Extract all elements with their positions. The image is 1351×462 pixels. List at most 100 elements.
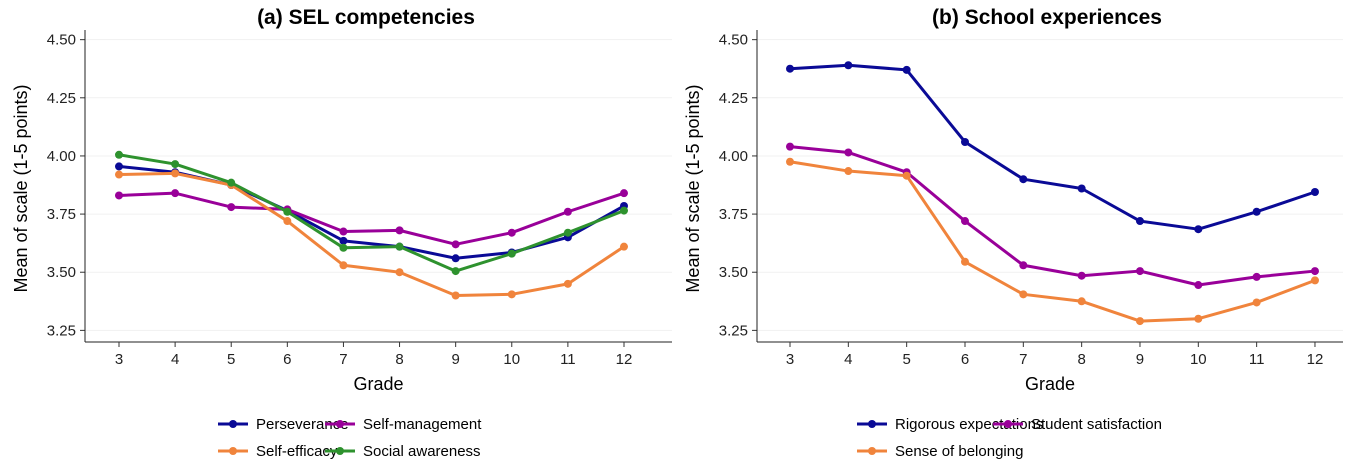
legend-label-sense-of-belonging: Sense of belonging bbox=[895, 443, 1023, 460]
x-tick-label: 6 bbox=[961, 351, 969, 368]
series-line-perseverance bbox=[117, 164, 626, 260]
legend-marker-perseverance bbox=[229, 420, 237, 428]
legend-label-perseverance: Perseverance bbox=[256, 416, 349, 433]
x-tick-label: 10 bbox=[1190, 351, 1207, 368]
data-point-student-satisfaction bbox=[1310, 267, 1319, 276]
x-tick-label: 8 bbox=[1077, 351, 1085, 368]
y-axis-title: Mean of scale (1-5 points) bbox=[11, 84, 31, 292]
chart-title: (b) School experiences bbox=[932, 6, 1162, 29]
data-point-rigorous-expectations bbox=[1194, 225, 1203, 234]
data-point-student-satisfaction bbox=[1019, 261, 1028, 270]
legend-label-student-satisfaction: Student satisfaction bbox=[1031, 416, 1162, 433]
legend-label-rigorous-expectations: Rigorous expectations bbox=[895, 416, 1043, 433]
data-point-self-management bbox=[507, 228, 516, 237]
chart-title: (a) SEL competencies bbox=[257, 6, 475, 29]
y-tick-label: 4.50 bbox=[47, 32, 76, 49]
data-point-self-efficacy bbox=[563, 279, 572, 288]
data-point-student-satisfaction bbox=[1194, 281, 1203, 290]
data-point-social-awareness bbox=[339, 243, 348, 252]
series-line-rigorous-expectations bbox=[788, 63, 1317, 231]
data-point-social-awareness bbox=[395, 242, 404, 251]
legend-marker-sense-of-belonging bbox=[868, 447, 876, 455]
data-point-sense-of-belonging bbox=[1252, 298, 1261, 307]
data-point-rigorous-expectations bbox=[1135, 217, 1144, 226]
series-line-self-efficacy bbox=[117, 171, 626, 297]
y-tick-label: 4.25 bbox=[47, 90, 76, 107]
legend-marker-social-awareness bbox=[336, 447, 344, 455]
data-point-perseverance bbox=[451, 254, 460, 263]
x-tick-label: 7 bbox=[1019, 351, 1027, 368]
x-tick-label: 5 bbox=[227, 351, 235, 368]
data-point-self-efficacy bbox=[171, 169, 180, 178]
data-point-perseverance bbox=[339, 236, 348, 245]
x-tick-label: 12 bbox=[1307, 351, 1324, 368]
x-tick-label: 7 bbox=[339, 351, 347, 368]
data-point-social-awareness bbox=[283, 207, 292, 216]
data-point-perseverance bbox=[115, 162, 123, 171]
data-point-rigorous-expectations bbox=[902, 65, 911, 74]
data-point-sense-of-belonging bbox=[786, 157, 794, 166]
data-point-rigorous-expectations bbox=[1019, 175, 1028, 184]
x-tick-label: 3 bbox=[115, 351, 123, 368]
data-point-self-management bbox=[395, 226, 404, 235]
y-tick-label: 4.00 bbox=[47, 148, 76, 165]
legend-label-self-management: Self-management bbox=[363, 416, 482, 433]
data-point-social-awareness bbox=[227, 178, 236, 187]
data-point-sense-of-belonging bbox=[1194, 314, 1203, 323]
panel-a: (a) SEL competencies 3.25 3.50 3.75 4.00 4.25… bbox=[11, 6, 672, 460]
data-point-rigorous-expectations bbox=[960, 137, 969, 146]
x-axis-title: Grade bbox=[1025, 374, 1075, 394]
data-point-sense-of-belonging bbox=[844, 167, 853, 176]
x-tick-label: 6 bbox=[283, 351, 291, 368]
data-point-self-management bbox=[563, 207, 572, 216]
data-point-self-management bbox=[115, 191, 123, 200]
data-point-student-satisfaction bbox=[1077, 271, 1086, 280]
x-axis-title: Grade bbox=[353, 374, 403, 394]
data-point-self-management bbox=[339, 227, 348, 236]
series-line-sense-of-belonging bbox=[788, 160, 1317, 323]
data-point-self-efficacy bbox=[395, 268, 404, 277]
data-point-self-efficacy bbox=[115, 170, 123, 179]
x-tick-label: 10 bbox=[503, 351, 520, 368]
data-point-self-efficacy bbox=[507, 290, 516, 299]
y-tick-label: 3.25 bbox=[47, 322, 76, 339]
panel-b: (b) School experiences 3.25 3.50 3.75 4.00 4.… bbox=[683, 6, 1343, 460]
data-point-self-efficacy bbox=[451, 291, 460, 300]
data-point-sense-of-belonging bbox=[1135, 317, 1144, 326]
data-point-rigorous-expectations bbox=[1252, 207, 1261, 216]
data-point-self-management bbox=[619, 189, 628, 198]
x-tick-label: 5 bbox=[902, 351, 910, 368]
legend-label-social-awareness: Social awareness bbox=[363, 443, 481, 460]
y-tick-label: 4.00 bbox=[719, 148, 748, 165]
y-axis-title: Mean of scale (1-5 points) bbox=[683, 84, 703, 292]
series-line-student-satisfaction bbox=[788, 145, 1317, 287]
legend-marker-student-satisfaction bbox=[1004, 420, 1012, 428]
data-point-self-efficacy bbox=[619, 242, 628, 251]
y-tick-label: 4.25 bbox=[719, 90, 748, 107]
data-point-self-management bbox=[171, 189, 180, 198]
data-point-student-satisfaction bbox=[786, 142, 794, 151]
x-tick-label: 9 bbox=[451, 351, 459, 368]
y-tick-label: 3.50 bbox=[719, 264, 748, 281]
data-point-student-satisfaction bbox=[844, 148, 853, 157]
y-tick-label: 4.50 bbox=[719, 32, 748, 49]
x-tick-label: 9 bbox=[1136, 351, 1144, 368]
y-tick-label: 3.75 bbox=[719, 206, 748, 223]
data-point-rigorous-expectations bbox=[1310, 187, 1319, 196]
x-tick-label: 4 bbox=[171, 351, 179, 368]
data-point-social-awareness bbox=[507, 249, 516, 258]
data-point-rigorous-expectations bbox=[844, 61, 853, 70]
y-tick-label: 3.50 bbox=[47, 264, 76, 281]
x-tick-label: 8 bbox=[395, 351, 403, 368]
data-point-social-awareness bbox=[563, 228, 572, 237]
data-point-social-awareness bbox=[115, 150, 123, 159]
data-point-student-satisfaction bbox=[1252, 272, 1261, 281]
x-tick-label: 11 bbox=[1249, 351, 1265, 368]
legend-marker-rigorous-expectations bbox=[868, 420, 876, 428]
data-point-self-efficacy bbox=[283, 217, 292, 226]
series-line-self-management bbox=[117, 191, 626, 246]
data-point-social-awareness bbox=[451, 267, 460, 276]
data-point-student-satisfaction bbox=[1135, 267, 1144, 276]
y-tick-label: 3.25 bbox=[719, 322, 748, 339]
